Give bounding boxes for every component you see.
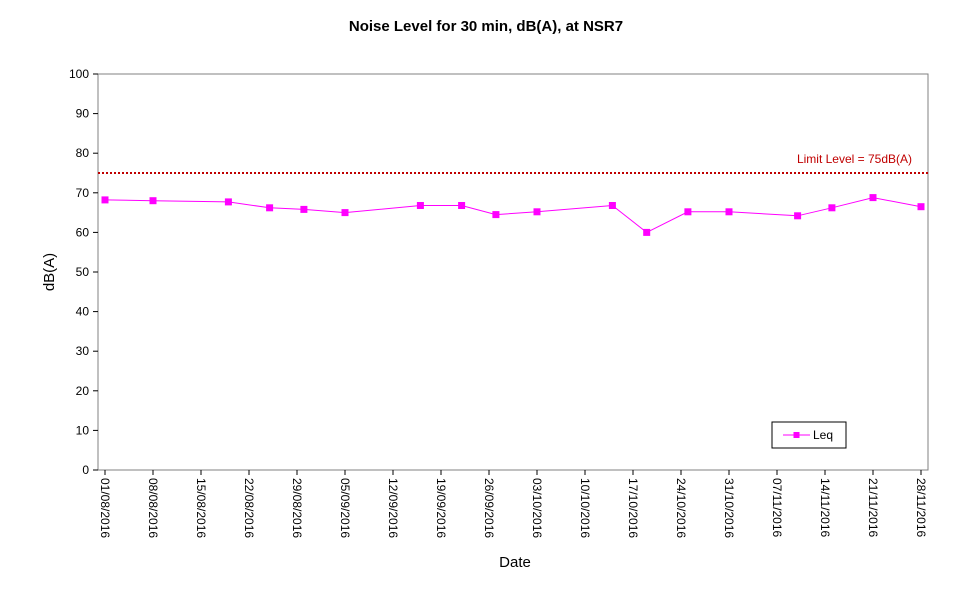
data-point [266,204,274,212]
data-point [101,196,109,204]
y-axis-title: dB(A) [41,253,58,291]
data-point [149,197,157,205]
x-axis-title: Date [499,554,531,571]
x-tick-label: 07/11/2016 [770,478,784,537]
y-tick-label: 10 [76,423,90,437]
data-point [684,208,692,216]
x-tick-label: 03/10/2016 [530,478,544,538]
data-point [725,208,733,216]
x-tick-label: 15/08/2016 [194,478,208,538]
data-point [458,202,466,209]
y-tick-label: 90 [76,107,90,121]
x-tick-label: 21/11/2016 [866,478,880,537]
legend: Leq [771,421,847,449]
data-point [416,202,424,209]
data-point [643,228,651,236]
y-tick-label: 70 [76,186,90,200]
limit-line-label: Limit Level = 75dB(A) [797,152,912,166]
x-tick-label: 12/09/2016 [386,478,400,538]
x-tick-label: 22/08/2016 [242,478,256,538]
x-tick-label: 01/08/2016 [98,478,112,538]
y-tick-label: 30 [76,344,90,358]
legend-marker [793,432,800,438]
x-tick-label: 10/10/2016 [578,478,592,538]
y-tick-label: 40 [76,305,90,319]
data-point [828,204,836,212]
x-tick-label: 28/11/2016 [914,478,928,537]
x-tick-label: 26/09/2016 [482,478,496,538]
y-tick-label: 80 [76,146,90,160]
x-axis: 01/08/2016 08/08/2016 15/08/2016 22/08/2016… [98,470,928,538]
data-point [794,212,802,220]
y-tick-label: 0 [82,463,89,477]
x-tick-label: 31/10/2016 [722,478,736,538]
data-point [492,211,500,219]
series-line-leq [104,197,922,233]
x-tick-label: 14/11/2016 [818,478,832,537]
data-point [533,208,541,216]
series-leq [101,194,925,236]
y-tick-label: 20 [76,384,90,398]
legend-label-leq: Leq [813,428,833,442]
data-point [341,209,349,217]
y-tick-label: 100 [69,67,89,81]
y-axis: 0 10 20 30 40 50 60 70 80 90 100 [69,67,98,477]
data-point [224,198,232,206]
x-tick-label: 17/10/2016 [626,478,640,538]
x-tick-label: 08/08/2016 [146,478,160,538]
limit-line-group: Limit Level = 75dB(A) [98,152,928,174]
y-tick-label: 60 [76,225,90,239]
data-point [608,202,616,209]
data-point [300,205,308,213]
data-point [917,203,925,211]
y-tick-label: 50 [76,265,90,279]
x-tick-label: 29/08/2016 [290,478,304,538]
x-tick-label: 19/09/2016 [434,478,448,538]
x-tick-label: 05/09/2016 [338,478,352,538]
plot-area [97,73,929,471]
chart-title: Noise Level for 30 min, dB(A), at NSR7 [348,18,624,35]
data-point [869,194,877,202]
x-tick-label: 24/10/2016 [674,478,688,538]
